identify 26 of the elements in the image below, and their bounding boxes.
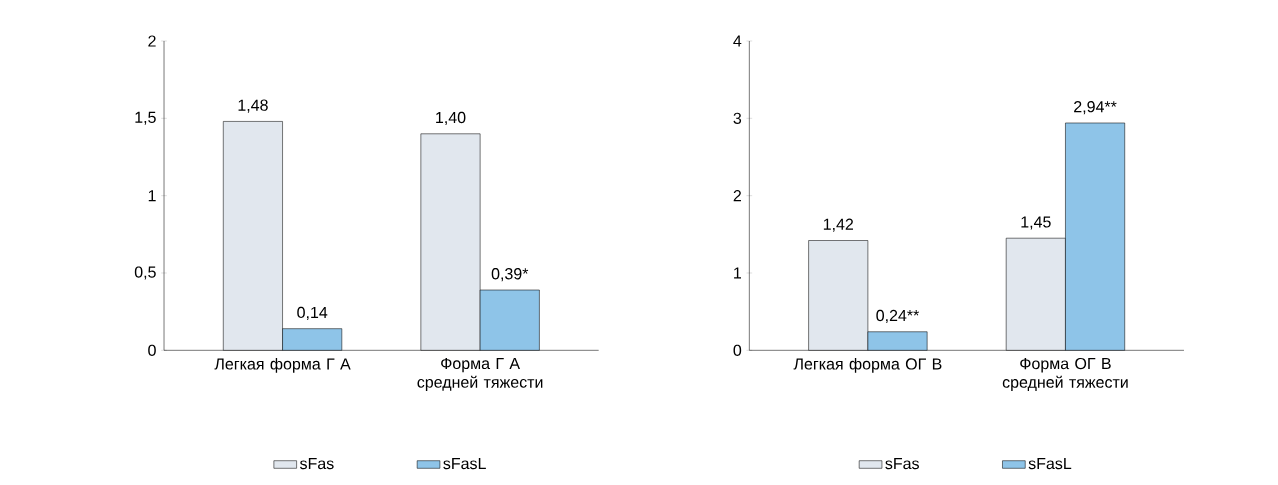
data-label: 0,14 <box>297 306 328 320</box>
legend-label: sFas <box>885 458 919 470</box>
legend-label: sFasL <box>443 458 486 470</box>
data-label: 1,40 <box>436 111 466 126</box>
y-tick-label: 0 <box>148 344 156 356</box>
data-label: 1,48 <box>238 99 268 113</box>
legend-label: sFasL <box>1028 458 1072 470</box>
y-tick-label: 1 <box>148 190 156 202</box>
data-label: 0,24** <box>876 309 920 324</box>
y-tick-label: 3 <box>733 112 742 124</box>
data-label: 0,39* <box>491 268 529 282</box>
x-tick-label: Форма ОГ В средней тяжести <box>1002 357 1128 392</box>
legend-label: sFas <box>300 458 334 470</box>
y-tick-label: 2 <box>148 35 156 47</box>
x-tick-label: Легкая форма Г А <box>214 357 351 373</box>
y-tick-label: 1 <box>734 267 741 279</box>
data-label: 1,42 <box>823 218 854 232</box>
data-label: 2,94** <box>1074 101 1117 115</box>
y-tick-label: 0 <box>733 344 742 356</box>
data-label: 1,45 <box>1021 216 1051 230</box>
y-tick-label: 4 <box>733 35 742 47</box>
y-tick-label: 2 <box>733 190 741 202</box>
y-tick-label: 0,5 <box>134 266 156 280</box>
x-tick-label: Форма Г А средней тяжести <box>417 357 543 391</box>
x-tick-label: Легкая форма ОГ В <box>793 357 942 373</box>
y-tick-label: 1,5 <box>135 111 156 125</box>
